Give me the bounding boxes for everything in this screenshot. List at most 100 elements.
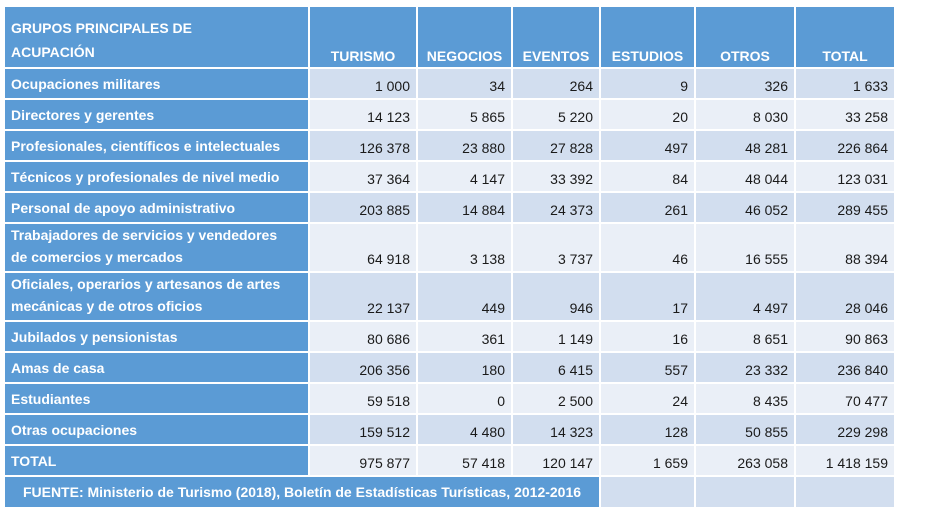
header-total: TOTAL [796,7,894,67]
cell-negocios: 57 418 [418,446,511,475]
cell-otros: 48 044 [696,162,794,191]
row-label-line-1: Oficiales, operarios y artesanos de arte… [11,276,281,292]
cell-eventos: 6 415 [513,353,599,382]
cell-otros: 46 052 [696,193,794,222]
cell-estudios: 9 [601,69,694,98]
cell-otros: 8 651 [696,322,794,351]
cell-turismo: 14 123 [310,100,416,129]
row-label: Estudiantes [5,384,308,413]
table-row: Ocupaciones militares 1 000 34 264 9 326… [5,69,894,98]
total-row: TOTAL 975 877 57 418 120 147 1 659 263 0… [5,446,894,475]
header-turismo: TURISMO [310,7,416,67]
row-label-line-1: Trabajadores de servicios y vendedores [11,227,278,243]
cell-eventos: 24 373 [513,193,599,222]
cell-otros: 4 497 [696,273,794,320]
cell-total: 90 863 [796,322,894,351]
header-otros: OTROS [696,7,794,67]
row-label: Otras ocupaciones [5,415,308,444]
cell-negocios: 5 865 [418,100,511,129]
cell-otros: 23 332 [696,353,794,382]
header-estudios: ESTUDIOS [601,7,694,67]
cell-negocios: 3 138 [418,224,511,271]
source-row: FUENTE: Ministerio de Turismo (2018), Bo… [5,477,894,507]
table-row: Amas de casa 206 356 180 6 415 557 23 33… [5,353,894,382]
cell-total: 28 046 [796,273,894,320]
cell-negocios: 4 147 [418,162,511,191]
row-label-line-2: mecánicas y de otros oficios [11,298,203,314]
cell-negocios: 4 480 [418,415,511,444]
table-row: Otras ocupaciones 159 512 4 480 14 323 1… [5,415,894,444]
cell-turismo: 206 356 [310,353,416,382]
cell-eventos: 3 737 [513,224,599,271]
row-label: Técnicos y profesionales de nivel medio [5,162,308,191]
row-label: Directores y gerentes [5,100,308,129]
cell-estudios: 84 [601,162,694,191]
cell-eventos: 1 149 [513,322,599,351]
row-label: Profesionales, científicos e intelectual… [5,131,308,160]
cell-estudios: 17 [601,273,694,320]
cell-negocios: 23 880 [418,131,511,160]
cell-estudios: 1 659 [601,446,694,475]
cell-turismo: 159 512 [310,415,416,444]
cell-eventos: 14 323 [513,415,599,444]
cell-eventos: 120 147 [513,446,599,475]
cell-eventos: 33 392 [513,162,599,191]
row-label: Trabajadores de servicios y vendedores de… [5,224,308,271]
header-line-1: GRUPOS PRINCIPALES DE [11,20,192,36]
cell-turismo: 64 918 [310,224,416,271]
row-label: Ocupaciones militares [5,69,308,98]
cell-eventos: 264 [513,69,599,98]
table-row: Directores y gerentes 14 123 5 865 5 220… [5,100,894,129]
cell-total: 70 477 [796,384,894,413]
row-label-total: TOTAL [5,446,308,475]
cell-otros: 48 281 [696,131,794,160]
occupation-table: GRUPOS PRINCIPALES DE ACUPACIÓN TURISMO N… [3,5,896,509]
header-line-2: ACUPACIÓN [11,44,95,60]
cell-total: 88 394 [796,224,894,271]
cell-turismo: 126 378 [310,131,416,160]
cell-turismo: 975 877 [310,446,416,475]
cell-estudios: 24 [601,384,694,413]
row-label: Amas de casa [5,353,308,382]
table-row: Jubilados y pensionistas 80 686 361 1 14… [5,322,894,351]
cell-turismo: 37 364 [310,162,416,191]
source-empty-cell [796,477,894,507]
cell-eventos: 5 220 [513,100,599,129]
cell-otros: 16 555 [696,224,794,271]
cell-turismo: 1 000 [310,69,416,98]
cell-eventos: 946 [513,273,599,320]
source-note: FUENTE: Ministerio de Turismo (2018), Bo… [5,477,599,507]
cell-turismo: 59 518 [310,384,416,413]
cell-total: 289 455 [796,193,894,222]
cell-total: 236 840 [796,353,894,382]
source-empty-cell [601,477,694,507]
cell-negocios: 14 884 [418,193,511,222]
table-row: Técnicos y profesionales de nivel medio … [5,162,894,191]
cell-eventos: 2 500 [513,384,599,413]
cell-estudios: 261 [601,193,694,222]
cell-otros: 8 435 [696,384,794,413]
cell-otros: 8 030 [696,100,794,129]
cell-negocios: 180 [418,353,511,382]
cell-otros: 263 058 [696,446,794,475]
table-row: Oficiales, operarios y artesanos de arte… [5,273,894,320]
header-eventos: EVENTOS [513,7,599,67]
cell-turismo: 203 885 [310,193,416,222]
cell-otros: 50 855 [696,415,794,444]
cell-total: 229 298 [796,415,894,444]
cell-total: 33 258 [796,100,894,129]
source-empty-cell [696,477,794,507]
row-label: Personal de apoyo administrativo [5,193,308,222]
table-row: Profesionales, científicos e intelectual… [5,131,894,160]
cell-total: 123 031 [796,162,894,191]
row-label: Oficiales, operarios y artesanos de arte… [5,273,308,320]
header-row: GRUPOS PRINCIPALES DE ACUPACIÓN TURISMO N… [5,7,894,67]
cell-estudios: 557 [601,353,694,382]
cell-total: 1 418 159 [796,446,894,475]
cell-estudios: 16 [601,322,694,351]
cell-negocios: 361 [418,322,511,351]
cell-negocios: 449 [418,273,511,320]
table-row: Trabajadores de servicios y vendedores de… [5,224,894,271]
cell-negocios: 34 [418,69,511,98]
row-label-line-2: de comercios y mercados [11,249,183,265]
